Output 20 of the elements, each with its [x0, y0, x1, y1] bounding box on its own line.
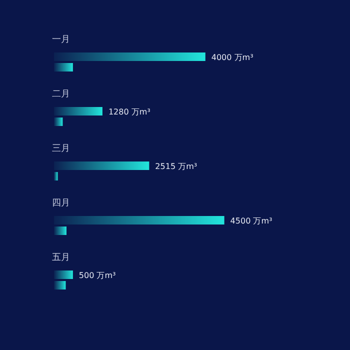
bar: [54, 107, 102, 116]
y-tick-label: 二月: [52, 90, 70, 100]
data-label: 2515 万m³: [155, 162, 198, 171]
y-tick-label: 三月: [52, 144, 70, 154]
bar: [54, 118, 63, 126]
y-tick-label: 一月: [52, 35, 70, 45]
data-label: 1280 万m³: [108, 107, 150, 116]
bar: [54, 172, 58, 180]
data-label: 500 万m³: [78, 270, 116, 280]
bar: [54, 226, 66, 235]
bar: [54, 270, 73, 279]
data-label: 4000 万m³: [211, 52, 254, 62]
y-tick-label: 四月: [52, 198, 70, 208]
bar: [54, 52, 206, 61]
y-tick-label: 五月: [52, 253, 70, 263]
bar: [54, 162, 150, 170]
data-label: 4500 万m³: [230, 216, 272, 226]
bar: [54, 216, 224, 224]
bar: [54, 63, 73, 72]
bar: [54, 281, 66, 290]
